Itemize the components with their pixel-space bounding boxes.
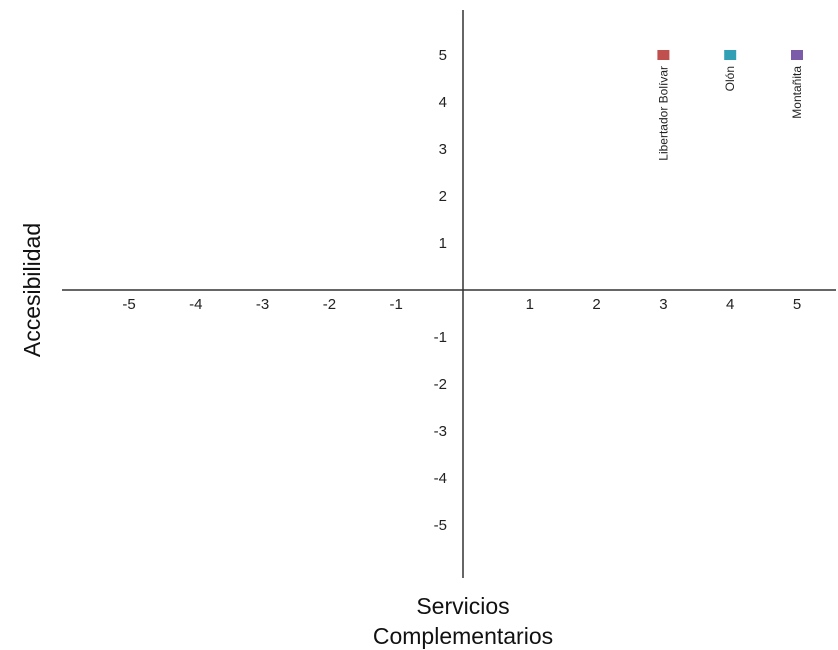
y-tick-label: 2 (439, 188, 447, 205)
y-tick-label: -5 (434, 517, 447, 534)
x-tick-label: 5 (793, 296, 801, 313)
x-tick-label: -4 (189, 296, 202, 313)
data-point-marker (724, 50, 737, 60)
y-tick-label: -4 (434, 470, 447, 487)
x-tick-label: -2 (323, 296, 336, 313)
y-axis-title: Accesibilidad (19, 223, 45, 357)
x-tick-label: 4 (726, 296, 734, 313)
data-point-marker (791, 50, 803, 60)
x-tick-label: -5 (122, 296, 135, 313)
y-tick-label: 5 (439, 47, 447, 64)
x-tick-label: -1 (390, 296, 403, 313)
y-tick-labels: 5 4 3 2 1 -1 -2 -3 -4 -5 (434, 47, 447, 534)
y-tick-label: -2 (434, 376, 447, 393)
y-tick-label: 3 (439, 141, 447, 158)
x-tick-label: 3 (659, 296, 667, 313)
x-axis-title-line-2: Complementarios (373, 623, 553, 649)
data-point-label: Olón (723, 66, 737, 91)
data-point-label: Libertador Bolívar (656, 66, 670, 161)
y-tick-label: -3 (434, 423, 447, 440)
x-tick-label: -3 (256, 296, 269, 313)
y-tick-label: 1 (439, 235, 447, 252)
data-point-marker (657, 50, 670, 60)
data-points: Libertador Bolívar Olón Montañita (656, 50, 804, 161)
x-tick-label: 2 (592, 296, 600, 313)
data-point-label: Montañita (790, 66, 804, 119)
x-tick-labels: -5 -4 -3 -2 -1 1 2 3 4 5 (122, 296, 801, 313)
x-axis-title-line-1: Servicios (416, 593, 509, 619)
y-tick-label: 4 (439, 94, 447, 111)
x-tick-label: 1 (526, 296, 534, 313)
y-tick-label: -1 (434, 329, 447, 346)
